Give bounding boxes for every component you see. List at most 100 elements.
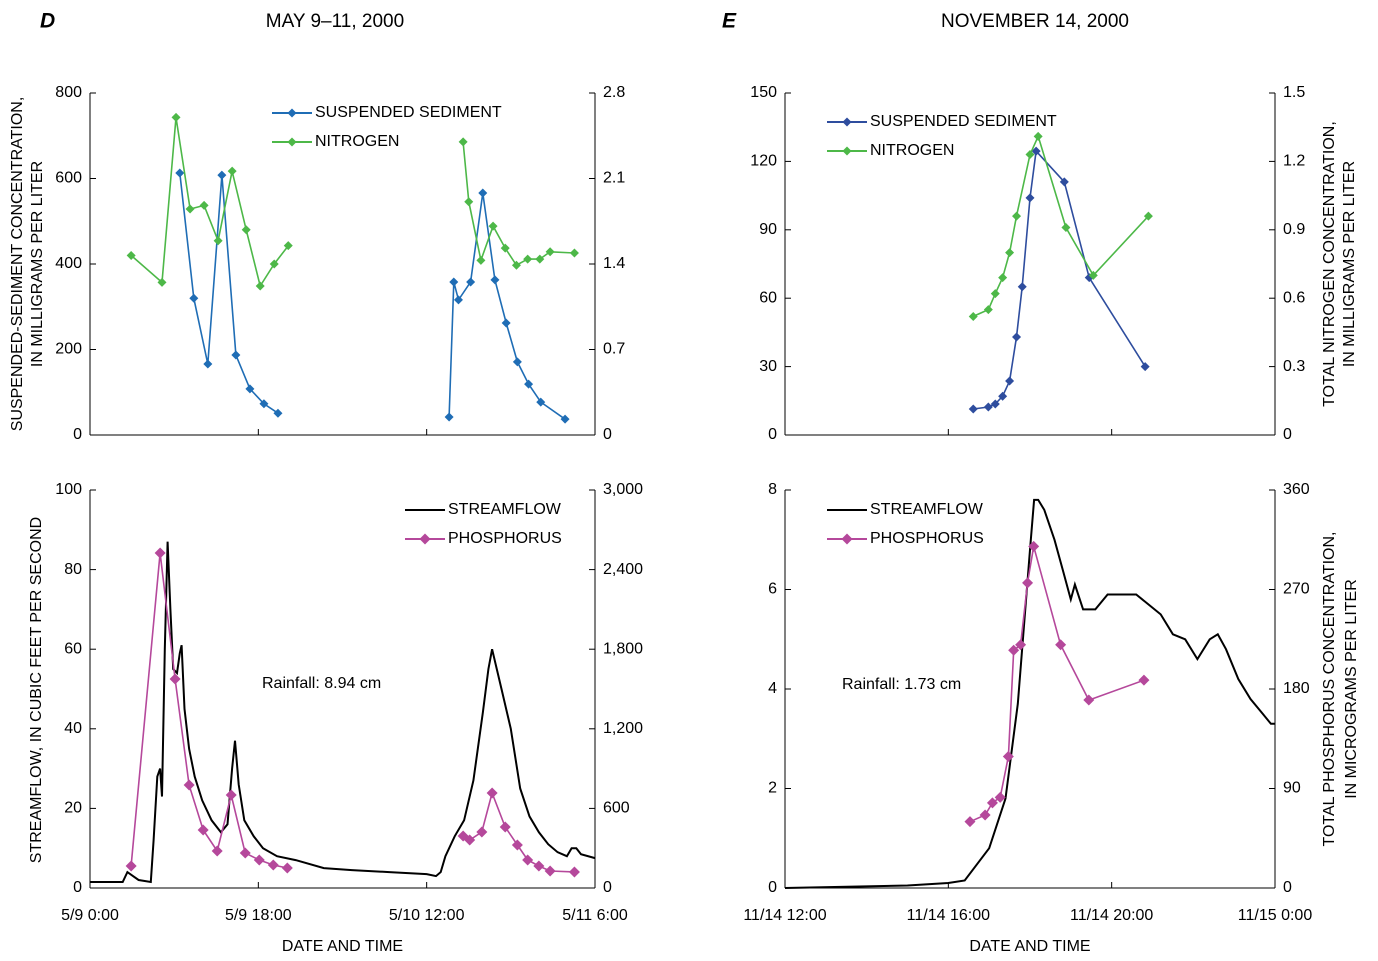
x-tick-label: 11/14 12:00 (743, 907, 826, 924)
data-point (990, 289, 1000, 299)
y-tick-label: 40 (64, 720, 82, 737)
series-line (90, 541, 596, 884)
data-point (245, 384, 255, 394)
y-tick-label: 120 (750, 153, 777, 170)
data-point (203, 359, 213, 369)
legend-label: PHOSPHORUS (870, 530, 984, 547)
data-point (225, 789, 237, 801)
y2-tick-label: 0 (1283, 426, 1292, 443)
panel-title: NOVEMBER 14, 2000 (941, 11, 1129, 32)
data-point (449, 277, 459, 287)
y-tick-label: 80 (64, 561, 82, 578)
series-line (784, 498, 1275, 889)
data-point (1083, 694, 1095, 706)
y2-axis-title: IN MICROGRAMS PER LITER (1343, 579, 1360, 799)
legend-marker (287, 137, 297, 147)
data-point (444, 412, 454, 422)
legend-marker (419, 533, 431, 545)
data-point (1138, 674, 1150, 686)
data-point (1059, 177, 1069, 187)
data-point (968, 404, 978, 414)
data-point (171, 112, 181, 122)
series-line (973, 149, 1146, 410)
data-point (267, 859, 279, 871)
y2-tick-label: 270 (1283, 581, 1310, 598)
y2-tick-label: 1.5 (1283, 84, 1305, 101)
y2-tick-label: 2.8 (603, 84, 625, 101)
data-point (983, 305, 993, 315)
data-point (199, 200, 209, 210)
y2-axis-title: IN MILLIGRAMS PER LITER (1341, 161, 1358, 367)
legend-label: STREAMFLOW (870, 501, 984, 518)
y2-tick-label: 90 (1283, 780, 1301, 797)
data-point (994, 791, 1006, 803)
data-point (157, 277, 167, 287)
data-point (464, 197, 474, 207)
data-point (1015, 639, 1027, 651)
data-point (544, 865, 556, 877)
legend-label: NITROGEN (315, 133, 399, 150)
data-point (231, 350, 241, 360)
data-point (255, 281, 265, 291)
y2-tick-label: 3,000 (603, 481, 643, 498)
data-point (536, 397, 546, 407)
data-point (569, 248, 579, 258)
data-point (968, 311, 978, 321)
data-point (197, 824, 209, 836)
data-point (568, 866, 580, 878)
y-tick-label: 150 (750, 84, 777, 101)
data-point (522, 854, 534, 866)
y2-tick-label: 0.3 (1283, 358, 1305, 375)
data-point (545, 247, 555, 257)
data-point (169, 673, 181, 685)
x-tick-label: 11/15 0:00 (1238, 907, 1313, 924)
data-point (990, 399, 1000, 409)
data-point (1143, 211, 1153, 221)
y-tick-label: 800 (55, 84, 82, 101)
y-tick-label: 60 (759, 289, 777, 306)
y2-tick-label: 1,200 (603, 720, 643, 737)
data-point (535, 254, 545, 264)
data-point (227, 166, 237, 176)
data-point (560, 414, 570, 424)
data-point (964, 816, 976, 828)
y-tick-label: 6 (768, 581, 777, 598)
data-point (1033, 131, 1043, 141)
legend-label: PHOSPHORUS (448, 530, 562, 547)
x-axis-title: DATE AND TIME (282, 938, 403, 955)
legend-label: SUSPENDED SEDIMENT (315, 104, 502, 121)
y-axis-title: SUSPENDED-SEDIMENT CONCENTRATION, (9, 97, 26, 432)
data-point (241, 225, 251, 235)
x-tick-label: 11/14 20:00 (1070, 907, 1153, 924)
data-point (1031, 146, 1041, 156)
data-point (523, 254, 533, 264)
y-axis-title: IN MILLIGRAMS PER LITER (29, 161, 46, 367)
data-point (983, 402, 993, 412)
data-point (239, 847, 251, 859)
data-point (500, 243, 510, 253)
data-point (189, 293, 199, 303)
data-point (281, 862, 293, 874)
data-point (490, 275, 500, 285)
y2-tick-label: 0.9 (1283, 221, 1305, 238)
x-axis-title: DATE AND TIME (969, 938, 1090, 955)
annotation: Rainfall: 1.73 cm (842, 676, 961, 693)
y2-axis-title: TOTAL NITROGEN CONCENTRATION, (1321, 121, 1338, 407)
data-point (458, 137, 468, 147)
data-point (486, 787, 498, 799)
y2-tick-label: 0 (1283, 879, 1292, 896)
legend-marker (842, 146, 852, 156)
data-point (183, 779, 195, 791)
y2-tick-label: 0.6 (1283, 289, 1305, 306)
data-point (478, 188, 488, 198)
data-point (466, 277, 476, 287)
data-point (998, 273, 1008, 283)
data-point (524, 379, 534, 389)
y-tick-label: 200 (55, 341, 82, 358)
series-line (972, 134, 1149, 318)
data-point (1025, 150, 1035, 160)
data-point (476, 255, 486, 265)
data-point (185, 204, 195, 214)
data-point (488, 221, 498, 231)
data-point (499, 821, 511, 833)
